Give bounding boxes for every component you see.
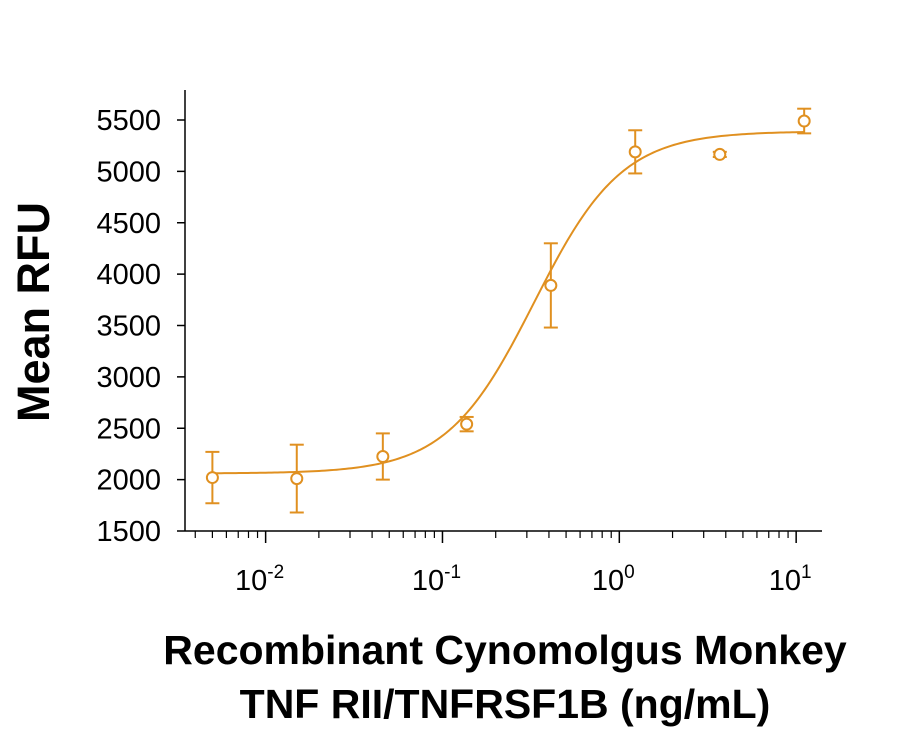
- data-point-group: [628, 129, 643, 175]
- data-point: [713, 147, 727, 161]
- y-tick-label: 5500: [96, 105, 161, 137]
- x-axis-title-line-2: TNF RII/TNFRSF1B (ng/mL): [240, 681, 771, 727]
- x-tick-exponent: -2: [267, 562, 284, 583]
- y-tick-label: 2000: [96, 465, 161, 497]
- data-point: [797, 114, 811, 128]
- data-point-group: [459, 415, 474, 433]
- y-tick-label: 1500: [96, 516, 161, 548]
- y-tick-label: 2500: [96, 413, 161, 445]
- fit-curve: [212, 131, 805, 475]
- data-point-group: [205, 450, 220, 505]
- data-point: [205, 471, 219, 485]
- x-tick-label: 100: [592, 562, 635, 597]
- data-point-group: [543, 242, 558, 329]
- y-tick-label: 4500: [96, 208, 161, 240]
- fit-curve-group: [212, 131, 805, 475]
- y-tick-label: 4000: [96, 259, 161, 291]
- data-point-group: [375, 432, 390, 481]
- x-tick-exponent: 1: [801, 562, 812, 583]
- y-tick-label: 5000: [96, 156, 161, 188]
- data-point: [290, 472, 304, 486]
- y-axis-title: Mean RFU: [8, 202, 59, 422]
- x-tick-label: 101: [769, 562, 812, 597]
- axis-titles: Mean RFU Recombinant Cynomolgus Monkey TNF…: [8, 202, 847, 727]
- x-tick-exponent: 0: [624, 562, 635, 583]
- x-tick-base: 10: [235, 565, 267, 597]
- y-tick-label: 3500: [96, 311, 161, 343]
- data-points-group: [205, 107, 812, 514]
- x-tick-exponent: -1: [444, 562, 461, 583]
- x-tick-base: 10: [412, 565, 444, 597]
- x-tick-base: 10: [592, 565, 624, 597]
- x-tick-label: 10-2: [235, 562, 284, 597]
- data-point-group: [289, 443, 304, 514]
- data-point: [376, 450, 390, 464]
- x-tick-base: 10: [769, 565, 801, 597]
- axes: 15002000250030003500400045005000550010-2…: [96, 90, 822, 597]
- data-point: [628, 145, 642, 159]
- data-point: [544, 278, 558, 292]
- data-point: [460, 417, 474, 431]
- data-point-group: [712, 147, 727, 161]
- data-point-group: [797, 107, 812, 135]
- x-tick-label: 10-1: [412, 562, 461, 597]
- y-tick-label: 3000: [96, 362, 161, 394]
- x-axis-title-line-1: Recombinant Cynomolgus Monkey: [163, 627, 847, 673]
